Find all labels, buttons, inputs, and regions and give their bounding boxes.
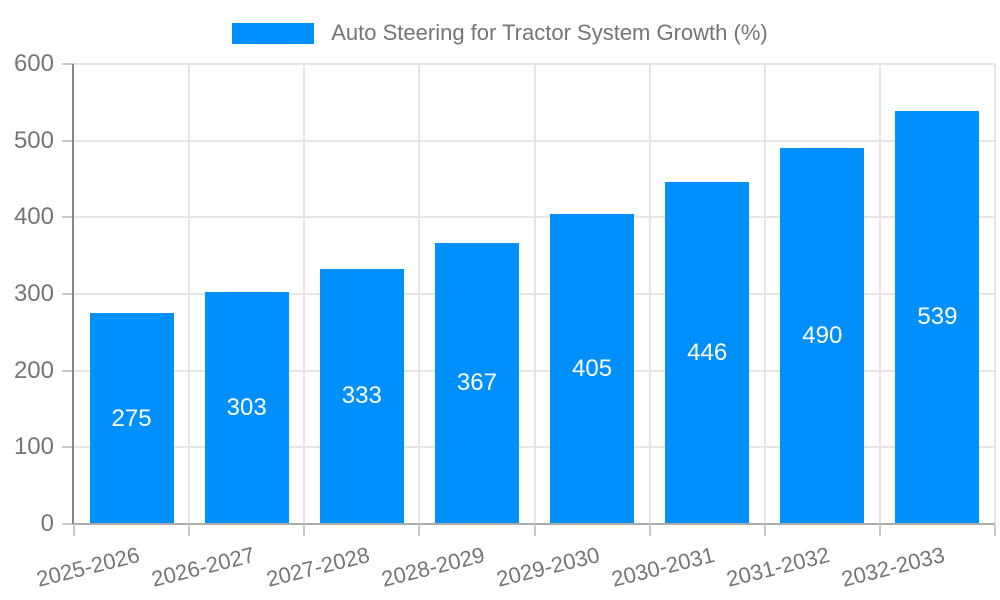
y-axis-tick xyxy=(62,139,74,142)
v-gridline xyxy=(994,64,996,524)
bar-value-label: 303 xyxy=(226,393,267,421)
x-axis-tick xyxy=(418,524,421,536)
y-tick-label: 200 xyxy=(13,356,54,384)
bar-value-label: 275 xyxy=(111,404,152,432)
bar-value-label: 446 xyxy=(687,339,728,367)
v-gridline xyxy=(418,64,421,524)
x-axis-tick xyxy=(303,524,306,536)
y-axis-tick xyxy=(62,63,74,65)
x-axis-tick xyxy=(648,524,651,536)
chart-legend[interactable]: Auto Steering for Tractor System Growth … xyxy=(0,16,1000,50)
y-axis-tick xyxy=(62,523,74,525)
bar-value-label: 539 xyxy=(917,303,958,331)
v-gridline xyxy=(303,64,306,524)
v-gridline xyxy=(763,64,766,524)
y-tick-label: 100 xyxy=(13,433,54,461)
bar[interactable]: 333 xyxy=(319,268,404,524)
x-axis-tick xyxy=(188,524,191,536)
y-tick-label: 600 xyxy=(13,50,54,77)
bar[interactable]: 367 xyxy=(434,242,519,524)
bar[interactable]: 303 xyxy=(204,291,289,524)
bar[interactable]: 490 xyxy=(780,148,865,524)
bar-value-label: 367 xyxy=(456,369,497,397)
x-axis-tick xyxy=(73,524,75,536)
y-tick-label: 500 xyxy=(13,126,54,154)
v-gridline xyxy=(648,64,651,524)
bar[interactable]: 446 xyxy=(665,182,750,524)
y-axis-tick xyxy=(62,216,74,219)
y-axis-tick xyxy=(62,293,74,295)
bar[interactable]: 405 xyxy=(550,213,635,524)
x-axis-tick xyxy=(994,524,996,536)
v-gridline xyxy=(188,64,191,524)
v-gridline xyxy=(878,64,881,524)
bar-value-label: 333 xyxy=(341,382,382,410)
legend-swatch-icon xyxy=(232,22,315,44)
bar[interactable]: 275 xyxy=(89,313,174,524)
y-tick-label: 0 xyxy=(40,510,54,537)
y-tick-label: 400 xyxy=(13,203,54,231)
bar-value-label: 490 xyxy=(802,322,843,350)
x-axis-tick xyxy=(763,524,766,536)
bar-value-label: 405 xyxy=(572,354,613,382)
x-axis-tick xyxy=(533,524,536,536)
legend-label: Auto Steering for Tractor System Growth … xyxy=(331,20,768,45)
y-axis-line xyxy=(72,64,74,524)
y-axis-tick xyxy=(62,369,74,372)
y-axis-tick xyxy=(62,446,74,449)
v-gridline xyxy=(533,64,536,524)
bar[interactable]: 539 xyxy=(895,110,980,524)
y-tick-label: 300 xyxy=(13,280,54,307)
x-axis-tick xyxy=(878,524,881,536)
